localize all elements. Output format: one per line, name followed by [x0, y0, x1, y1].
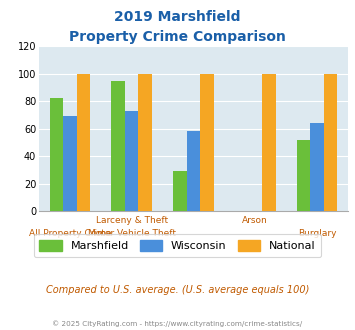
Bar: [63, 116, 77, 211]
Text: Motor Vehicle Theft: Motor Vehicle Theft: [88, 229, 176, 238]
Bar: [262, 74, 275, 211]
Bar: [200, 74, 214, 211]
Text: Larceny & Theft: Larceny & Theft: [95, 216, 168, 225]
Bar: [125, 111, 138, 211]
Bar: [173, 171, 187, 211]
Bar: [187, 131, 200, 211]
Text: 2019 Marshfield: 2019 Marshfield: [114, 10, 241, 24]
Legend: Marshfield, Wisconsin, National: Marshfield, Wisconsin, National: [34, 234, 321, 257]
Bar: [297, 140, 310, 211]
Bar: [77, 74, 90, 211]
Text: All Property Crime: All Property Crime: [29, 229, 111, 238]
Bar: [324, 74, 337, 211]
Bar: [111, 81, 125, 211]
Text: Burglary: Burglary: [298, 229, 336, 238]
Text: Property Crime Comparison: Property Crime Comparison: [69, 30, 286, 44]
Text: © 2025 CityRating.com - https://www.cityrating.com/crime-statistics/: © 2025 CityRating.com - https://www.city…: [53, 320, 302, 327]
Text: Arson: Arson: [242, 216, 268, 225]
Bar: [50, 98, 63, 211]
Text: Compared to U.S. average. (U.S. average equals 100): Compared to U.S. average. (U.S. average …: [46, 285, 309, 295]
Bar: [310, 123, 324, 211]
Bar: [138, 74, 152, 211]
